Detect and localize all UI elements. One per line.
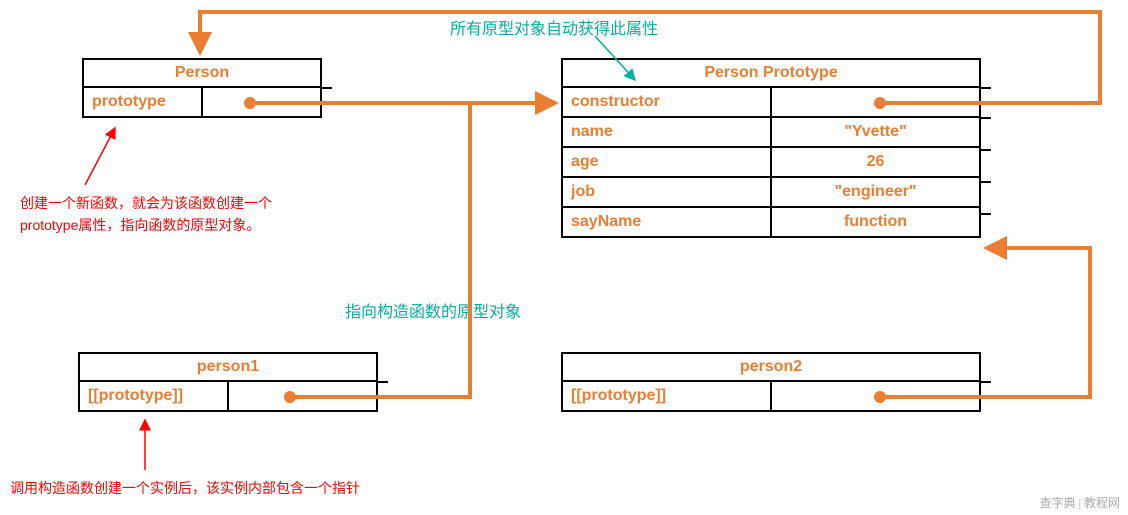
- job-value: "engineer": [770, 178, 979, 206]
- sayname-value: function: [770, 208, 979, 236]
- person1-title: person1: [80, 354, 376, 382]
- prototype-key: prototype: [84, 88, 201, 116]
- table-row: [[prototype]]: [563, 382, 979, 410]
- person1-proto-value: [227, 382, 376, 410]
- person1-box: person1 [[prototype]]: [78, 352, 378, 412]
- name-key: name: [563, 118, 770, 146]
- constructor-value: [770, 88, 979, 116]
- teal-mid-annotation: 指向构造函数的原型对象: [345, 298, 521, 322]
- red-note-bottom: 调用构造函数创建一个实例后，该实例内部包含一个指针: [10, 478, 360, 498]
- sayname-key: sayName: [563, 208, 770, 236]
- person2-proto-key: [[prototype]]: [563, 382, 770, 410]
- person2-box: person2 [[prototype]]: [561, 352, 981, 412]
- person-title: Person: [84, 60, 320, 88]
- person2-title: person2: [563, 354, 979, 382]
- person1-proto-key: [[prototype]]: [80, 382, 227, 410]
- table-row: job "engineer": [563, 178, 979, 208]
- table-row: name "Yvette": [563, 118, 979, 148]
- person2-proto-value: [770, 382, 979, 410]
- name-value: "Yvette": [770, 118, 979, 146]
- constructor-key: constructor: [563, 88, 770, 116]
- age-key: age: [563, 148, 770, 176]
- table-row: age 26: [563, 148, 979, 178]
- table-row: [[prototype]]: [80, 382, 376, 410]
- age-value: 26: [770, 148, 979, 176]
- watermark: 查字典 | 教程网: [1040, 494, 1120, 511]
- red-note-line2: prototype属性，指向函数的原型对象。: [20, 214, 272, 236]
- table-row: prototype: [84, 88, 320, 116]
- prototype-value: [201, 88, 320, 116]
- table-row: sayName function: [563, 208, 979, 236]
- cyan-annotation: 所有原型对象自动获得此属性: [450, 15, 658, 39]
- prototype-box: Person Prototype constructor name "Yvett…: [561, 58, 981, 238]
- job-key: job: [563, 178, 770, 206]
- prototype-title: Person Prototype: [563, 60, 979, 88]
- red-note-top: 创建一个新函数，就会为该函数创建一个 prototype属性，指向函数的原型对象…: [20, 192, 272, 237]
- red-note-line1: 创建一个新函数，就会为该函数创建一个: [20, 192, 272, 214]
- person-box: Person prototype: [82, 58, 322, 118]
- table-row: constructor: [563, 88, 979, 118]
